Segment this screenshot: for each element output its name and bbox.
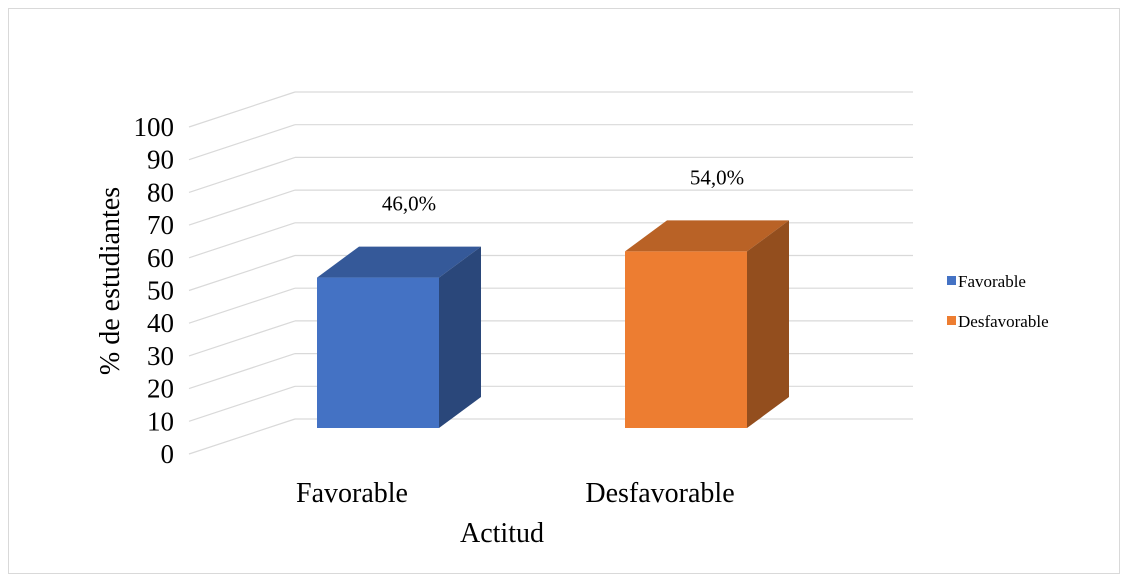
gridline-diagonal — [188, 385, 296, 422]
gridline-diagonal — [188, 320, 296, 357]
y-tick-label: 20 — [147, 374, 174, 404]
y-axis-title: % de estudiantes — [95, 187, 126, 375]
data-label-favorable: 46,0% — [382, 192, 436, 216]
legend: Favorable Desfavorable — [947, 272, 1049, 331]
gridline-diagonal — [188, 189, 296, 226]
gridline-diagonal — [188, 353, 296, 390]
bar-front-face — [317, 277, 439, 428]
bar-top-face — [625, 220, 789, 252]
legend-label-favorable: Favorable — [958, 272, 1026, 291]
legend-swatch-favorable — [947, 276, 956, 285]
x-axis-title: Actitud — [460, 518, 544, 549]
y-tick-label: 50 — [147, 276, 174, 306]
bar-front-face — [625, 251, 747, 428]
y-tick-label: 90 — [147, 145, 174, 175]
gridline-diagonal — [188, 222, 296, 259]
category-label-favorable: Favorable — [296, 478, 408, 509]
gridlines — [188, 91, 913, 455]
y-tick-label: 60 — [147, 243, 174, 273]
bar-side-face — [439, 246, 481, 428]
gridline-diagonal — [188, 156, 296, 193]
legend-swatch-desfavorable — [947, 316, 956, 325]
bar-desfavorable — [625, 220, 789, 428]
data-label-desfavorable: 54,0% — [690, 165, 744, 189]
bar-favorable — [317, 246, 481, 428]
chart-frame: 0 10 20 30 40 50 60 70 80 90 100 Favorable Desfavor… — [8, 8, 1120, 574]
bar-side-face — [747, 220, 789, 428]
bar-top-face — [317, 246, 481, 278]
gridline-diagonal — [188, 287, 296, 324]
gridline-diagonal — [188, 91, 296, 128]
gridline-diagonal — [188, 418, 296, 455]
category-labels: Favorable Desfavorable — [296, 478, 735, 509]
gridline-diagonal — [188, 254, 296, 292]
y-tick-label: 100 — [134, 112, 175, 142]
y-tick-label: 30 — [147, 341, 174, 371]
bars — [317, 220, 789, 428]
gridline-diagonal — [188, 124, 296, 161]
legend-label-desfavorable: Desfavorable — [958, 312, 1049, 331]
category-label-desfavorable: Desfavorable — [585, 478, 734, 509]
y-tick-label: 40 — [147, 308, 174, 338]
y-tick-label: 80 — [147, 177, 174, 207]
data-labels: 46,0% 54,0% — [382, 165, 744, 215]
y-tick-label: 70 — [147, 210, 174, 240]
y-tick-label: 0 — [161, 439, 175, 469]
y-tick-label: 10 — [147, 406, 174, 436]
